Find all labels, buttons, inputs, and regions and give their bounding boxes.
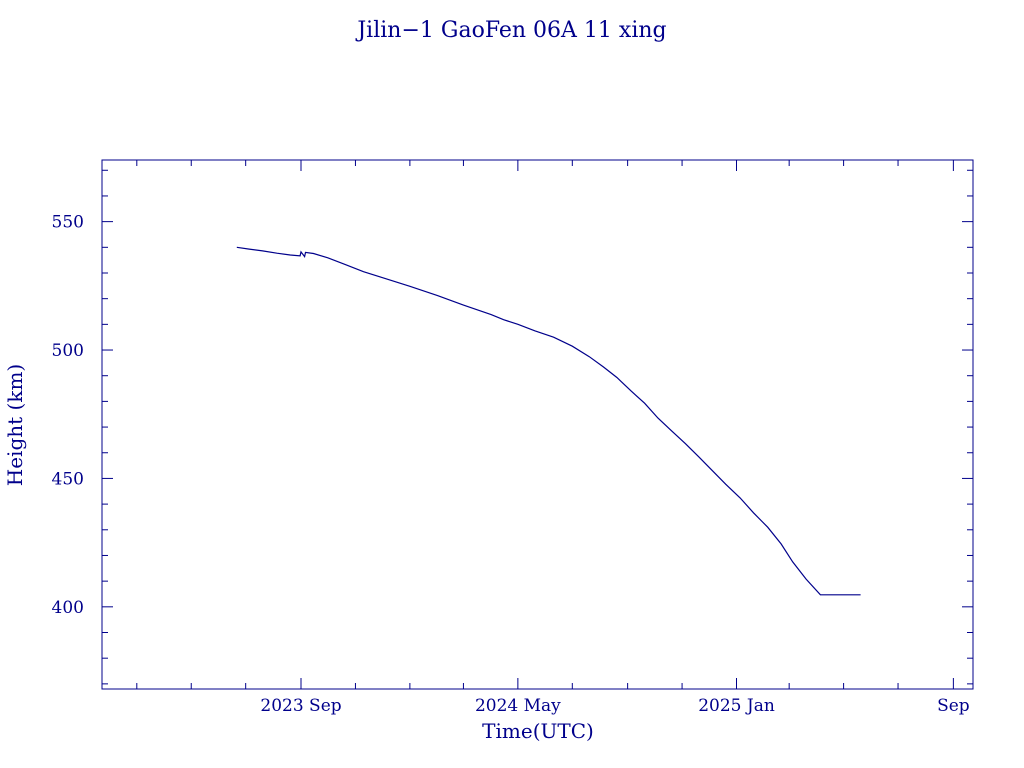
chart-title: Jilin−1 GaoFen 06A 11 xing [355, 18, 666, 43]
x-axis-label: Time(UTC) [482, 719, 594, 743]
series-layer [236, 246, 861, 596]
x-tick-label: 2024 May [475, 696, 561, 716]
x-tick-label: Sep [937, 696, 970, 716]
y-tick-label: 450 [52, 469, 84, 489]
y-tick-label: 400 [52, 598, 84, 618]
plot-frame [101, 159, 974, 690]
y-axis-label: Height (km) [3, 364, 27, 486]
y-axis-ticks: 400 450 500 550 [52, 169, 973, 685]
y-tick-label: 550 [52, 213, 84, 233]
x-axis-ticks: 2023 Sep 2024 May 2025 Jan Sep [136, 160, 970, 716]
series-line [236, 246, 861, 596]
x-tick-label: 2025 Jan [698, 696, 775, 716]
y-tick-label: 500 [52, 341, 84, 361]
x-tick-label: 2023 Sep [260, 696, 341, 716]
